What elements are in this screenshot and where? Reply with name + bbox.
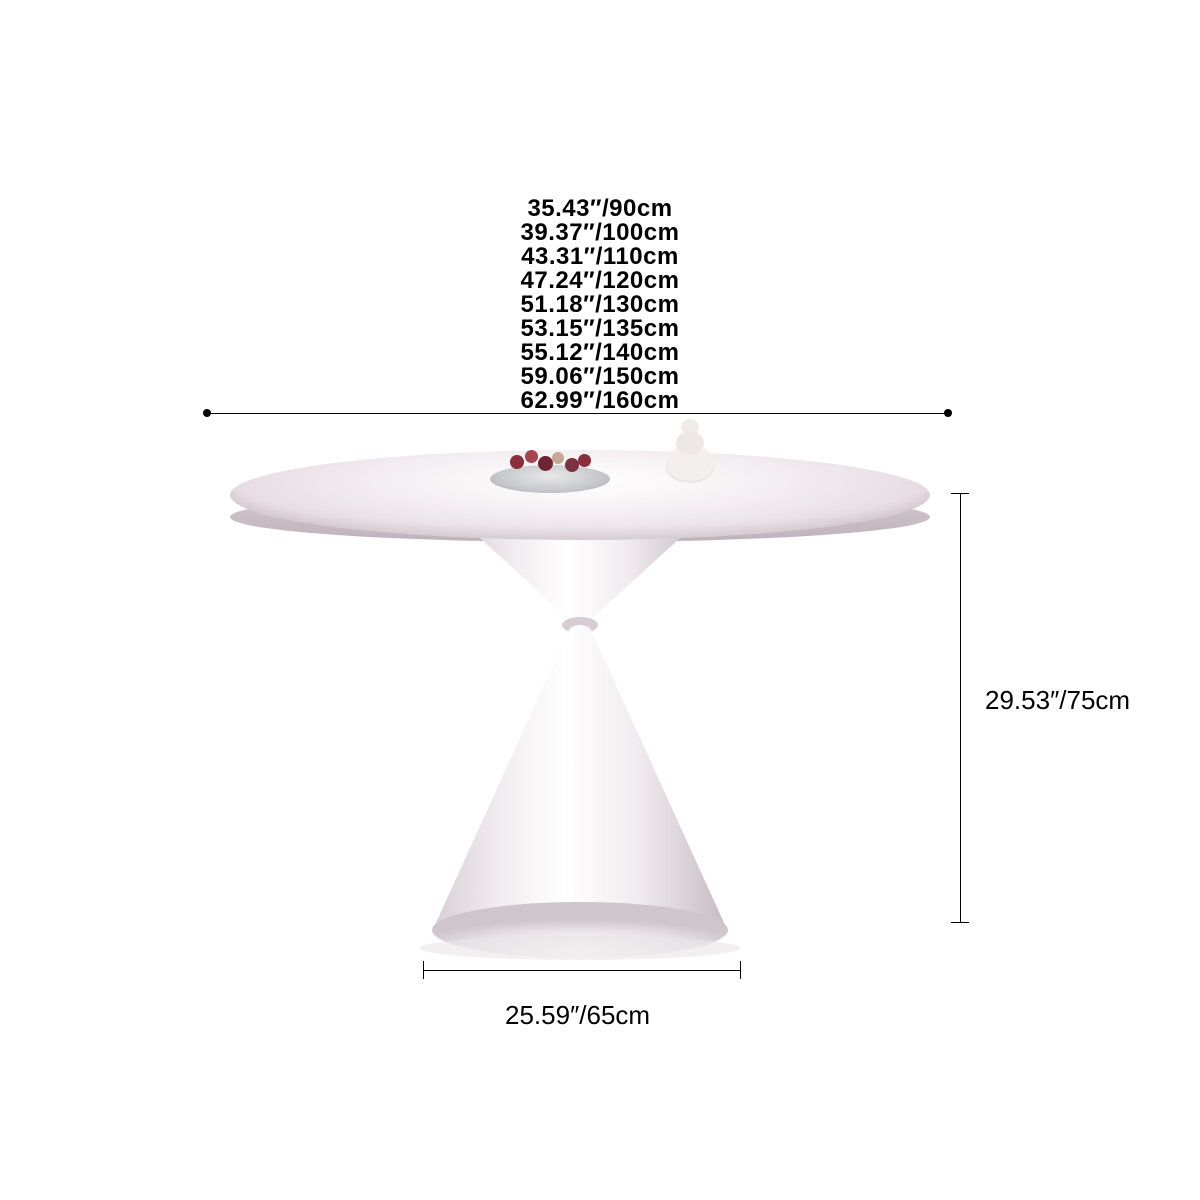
base-width-line [423, 970, 740, 971]
dimension-dot [203, 409, 211, 417]
top-width-line [207, 413, 948, 414]
fruit [525, 450, 538, 463]
diagram-canvas: 35.43″/90cm 39.37″/100cm 43.31″/110cm 47… [0, 0, 1200, 1200]
size-option: 35.43″/90cm [0, 197, 1200, 221]
dimension-tick [951, 922, 969, 923]
size-option: 51.18″/130cm [0, 293, 1200, 317]
size-option: 55.12″/140cm [0, 341, 1200, 365]
height-line [960, 493, 961, 922]
dimension-tick [423, 961, 424, 979]
dimension-tick [951, 493, 969, 494]
fruit [510, 455, 524, 469]
fruit [552, 452, 564, 464]
dimension-dot [944, 409, 952, 417]
size-option: 47.24″/120cm [0, 269, 1200, 293]
table-pedestal [380, 510, 780, 960]
dimension-tick [740, 961, 741, 979]
size-option: 39.37″/100cm [0, 221, 1200, 245]
fruit [565, 458, 579, 472]
size-option: 43.31″/110cm [0, 245, 1200, 269]
fruit [578, 454, 591, 467]
size-option: 53.15″/135cm [0, 317, 1200, 341]
height-label: 29.53″/75cm [985, 685, 1130, 716]
fruit [538, 456, 553, 471]
size-option: 62.99″/160cm [0, 389, 1200, 413]
base-width-label: 25.59″/65cm [505, 1000, 650, 1031]
size-option: 59.06″/150cm [0, 365, 1200, 389]
size-options-list: 35.43″/90cm 39.37″/100cm 43.31″/110cm 47… [0, 197, 1200, 413]
vase [660, 415, 720, 485]
